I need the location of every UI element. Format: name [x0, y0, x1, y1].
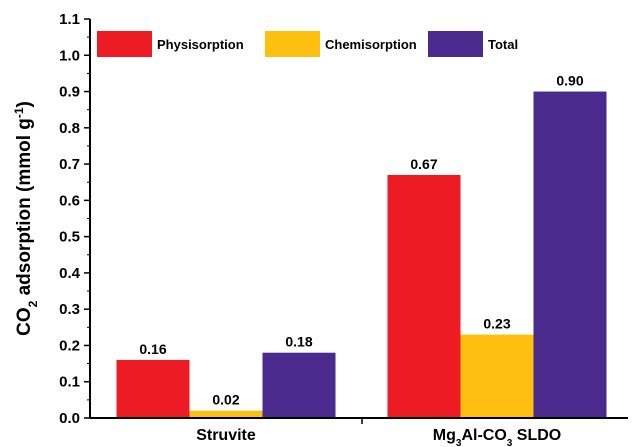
y-tick-label: 0.1	[59, 374, 80, 391]
y-tick-label: 1.0	[59, 47, 80, 64]
x-category-label: Mg3Al-CO3 SLDO	[433, 427, 561, 447]
legend-swatch-physisorption	[97, 31, 152, 57]
legend-label-total: Total	[488, 37, 518, 52]
bar-physisorption-1	[387, 174, 461, 418]
plot-area: 0.16 0.67 0.02 0.23 0.18 0.90 0.0 0.1 0.2 0.3 0.4 0…	[12, 11, 628, 447]
bar-chemisorption-1	[460, 334, 534, 418]
y-tick-label: 1.1	[59, 11, 80, 28]
bar-chemisorption-0	[189, 410, 263, 418]
y-tick-label: 0.0	[59, 410, 80, 427]
data-label: 0.67	[410, 156, 437, 172]
data-label: 0.18	[285, 334, 312, 350]
legend-swatch-chemisorption	[265, 31, 320, 57]
data-label: 0.02	[212, 392, 239, 408]
bar-total-0	[262, 352, 336, 418]
data-label: 0.16	[139, 341, 166, 357]
x-category-label: Struvite	[196, 427, 256, 444]
bar-physisorption-0	[116, 359, 190, 418]
y-tick-label: 0.2	[59, 337, 80, 354]
legend-swatch-total	[428, 31, 483, 57]
data-label: 0.90	[556, 73, 583, 89]
data-label: 0.23	[483, 316, 510, 332]
y-tick-label: 0.7	[59, 156, 80, 173]
y-tick-label: 0.4	[59, 265, 81, 282]
y-tick-label: 0.5	[59, 229, 80, 246]
bar-total-1	[533, 91, 607, 418]
legend-label-chemisorption: Chemisorption	[325, 37, 417, 52]
legend-label-physisorption: Physisorption	[157, 37, 244, 52]
y-tick-label: 0.8	[59, 120, 80, 137]
y-axis-label: CO2 adsorption (mmol g-1)	[12, 101, 40, 336]
y-tick-label: 0.6	[59, 192, 80, 209]
y-tick-label: 0.3	[59, 301, 80, 318]
y-tick-label: 0.9	[59, 84, 80, 101]
